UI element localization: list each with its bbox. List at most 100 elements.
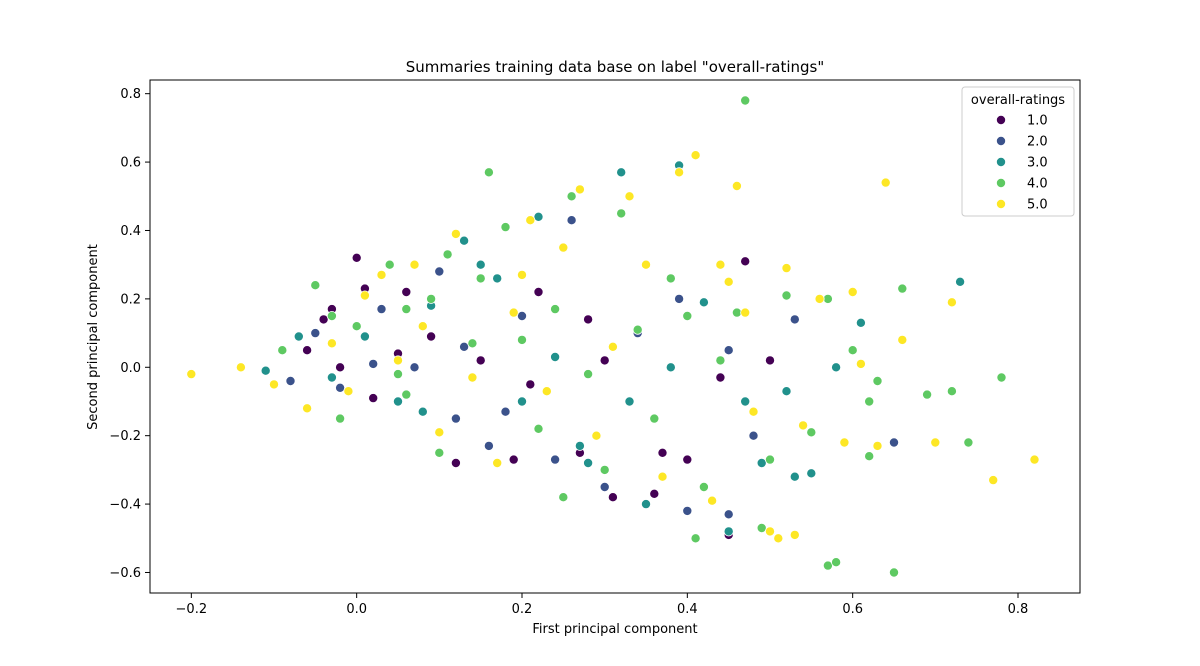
data-point bbox=[996, 372, 1007, 383]
data-point bbox=[583, 457, 594, 468]
data-point bbox=[599, 355, 610, 366]
data-point bbox=[723, 509, 734, 520]
data-point bbox=[517, 310, 528, 321]
data-point bbox=[690, 533, 701, 544]
data-point bbox=[599, 464, 610, 475]
data-point bbox=[831, 362, 842, 373]
data-point bbox=[740, 95, 751, 106]
data-point bbox=[880, 177, 891, 188]
data-point bbox=[607, 341, 618, 352]
data-point bbox=[310, 280, 321, 291]
data-point bbox=[872, 440, 883, 451]
data-point bbox=[682, 454, 693, 465]
x-tick-label: 0.4 bbox=[677, 602, 698, 617]
data-point bbox=[632, 324, 643, 335]
data-point bbox=[409, 362, 420, 373]
data-point bbox=[864, 451, 875, 462]
x-axis: −0.2 0.0 0.2 0.4 0.6 0.8 bbox=[176, 593, 1028, 617]
data-point bbox=[508, 454, 519, 465]
legend-marker bbox=[996, 177, 1007, 188]
data-point bbox=[665, 362, 676, 373]
data-point bbox=[748, 406, 759, 417]
data-point bbox=[723, 345, 734, 356]
data-point bbox=[624, 191, 635, 202]
data-point bbox=[715, 372, 726, 383]
data-point bbox=[326, 338, 337, 349]
data-point bbox=[583, 314, 594, 325]
data-point bbox=[558, 492, 569, 503]
data-point bbox=[781, 263, 792, 274]
data-point bbox=[740, 307, 751, 318]
data-point bbox=[450, 228, 461, 239]
data-point bbox=[359, 290, 370, 301]
legend-label: 5.0 bbox=[1027, 198, 1048, 213]
points-layer bbox=[186, 95, 1040, 578]
data-point bbox=[318, 314, 329, 325]
chart-title: Summaries training data base on label "o… bbox=[406, 58, 824, 76]
data-point bbox=[583, 369, 594, 380]
legend-label: 4.0 bbox=[1027, 177, 1048, 192]
y-tick-label: 0.0 bbox=[120, 361, 141, 376]
data-point bbox=[988, 475, 999, 486]
data-point bbox=[566, 215, 577, 226]
data-point bbox=[806, 427, 817, 438]
data-point bbox=[434, 266, 445, 277]
data-point bbox=[922, 389, 933, 400]
legend-box bbox=[961, 86, 1075, 217]
data-point bbox=[533, 423, 544, 434]
data-point bbox=[616, 167, 627, 178]
data-point bbox=[715, 259, 726, 270]
data-point bbox=[731, 307, 742, 318]
data-point bbox=[657, 447, 668, 458]
data-point bbox=[864, 396, 875, 407]
data-point bbox=[450, 413, 461, 424]
data-point bbox=[723, 276, 734, 287]
x-tick-label: 0.0 bbox=[346, 602, 367, 617]
data-point bbox=[831, 557, 842, 568]
data-point bbox=[558, 242, 569, 253]
data-point bbox=[855, 317, 866, 328]
legend-title: overall-ratings bbox=[971, 93, 1065, 108]
data-point bbox=[517, 269, 528, 280]
data-point bbox=[376, 304, 387, 315]
data-point bbox=[434, 427, 445, 438]
data-point bbox=[417, 321, 428, 332]
data-point bbox=[1029, 454, 1040, 465]
y-tick-label: 0.2 bbox=[120, 292, 141, 307]
data-point bbox=[285, 375, 296, 386]
data-point bbox=[475, 355, 486, 366]
data-point bbox=[814, 293, 825, 304]
y-tick-label: 0.6 bbox=[120, 156, 141, 171]
data-point bbox=[277, 345, 288, 356]
y-axis-label: Second principal component bbox=[86, 244, 101, 430]
data-point bbox=[368, 393, 379, 404]
x-tick-label: 0.2 bbox=[512, 602, 533, 617]
data-point bbox=[839, 437, 850, 448]
data-point bbox=[483, 440, 494, 451]
data-point bbox=[822, 293, 833, 304]
y-axis: −0.6 −0.4 −0.2 0.0 0.2 0.4 0.6 0.8 bbox=[109, 87, 150, 581]
data-point bbox=[475, 273, 486, 284]
legend-marker bbox=[996, 135, 1007, 146]
y-tick-label: 0.8 bbox=[120, 87, 141, 102]
data-point bbox=[641, 499, 652, 510]
data-point bbox=[326, 372, 337, 383]
data-point bbox=[649, 413, 660, 424]
data-point bbox=[492, 273, 503, 284]
data-point bbox=[500, 406, 511, 417]
data-point bbox=[392, 396, 403, 407]
data-point bbox=[401, 389, 412, 400]
data-point bbox=[591, 430, 602, 441]
data-point bbox=[740, 256, 751, 267]
data-point bbox=[335, 382, 346, 393]
data-point bbox=[773, 533, 784, 544]
legend-label: 1.0 bbox=[1027, 114, 1048, 129]
data-point bbox=[401, 286, 412, 297]
data-point bbox=[847, 345, 858, 356]
series-4.0 bbox=[277, 95, 1007, 578]
data-point bbox=[459, 235, 470, 246]
data-point bbox=[698, 297, 709, 308]
data-point bbox=[525, 215, 536, 226]
